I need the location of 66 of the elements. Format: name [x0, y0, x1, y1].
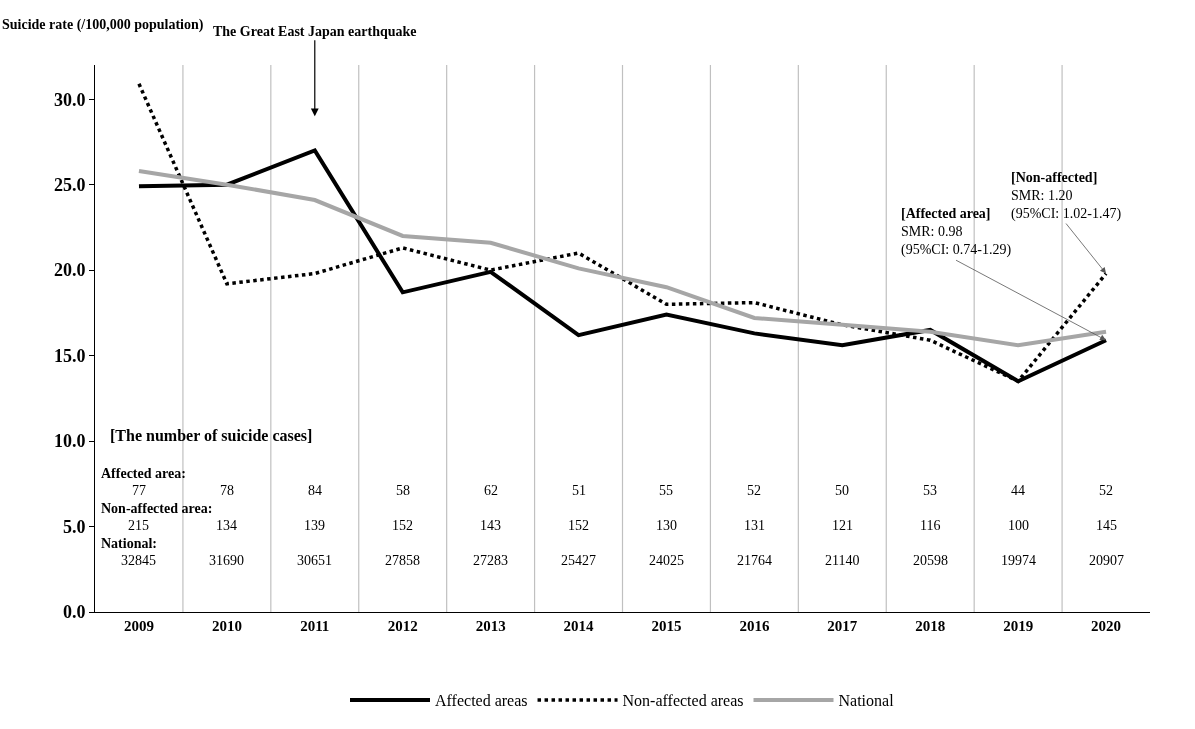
annotation: 31690: [209, 553, 244, 568]
annotation: 116: [920, 518, 941, 533]
y-tick-label: 15.0: [53, 345, 86, 366]
annotation: 30651: [297, 553, 332, 568]
annotation: 131: [744, 518, 765, 533]
x-tick-label: 2020: [1091, 618, 1122, 634]
x-tick-label: 2012: [387, 618, 418, 634]
annotation: 130: [656, 518, 677, 533]
annotation: 50: [835, 483, 849, 498]
legend-label: National: [838, 692, 895, 710]
annotation: 20907: [1089, 553, 1124, 568]
annotation: 84: [308, 483, 322, 498]
text: The Great East Japan earthquake: [213, 24, 417, 39]
legend-label: Non-affected areas: [622, 692, 744, 710]
x-tick-label: 2013: [475, 618, 506, 634]
x-tick-label: 2017: [827, 618, 858, 634]
annotation: National:: [101, 536, 157, 551]
annotation: 152: [392, 518, 413, 533]
annotation: 25427: [561, 553, 596, 568]
x-tick-label: 2016: [739, 618, 770, 634]
annotation: 27283: [473, 553, 508, 568]
y-tick-label: 30.0: [53, 89, 86, 110]
x-tick-label: 2018: [915, 618, 946, 634]
x-tick-label: 2014: [563, 618, 595, 634]
annotation: 143: [480, 518, 501, 533]
annotation: 24025: [649, 553, 684, 568]
annotation: 134: [216, 518, 237, 533]
annotation: 32845: [121, 553, 156, 568]
annotation: [Non-affected] SMR: 1.20 (95%CI: 1.02-1.47): [1011, 170, 1122, 223]
y-axis-title: Suicide rate (/100,000 population): [2, 17, 204, 33]
annotation: 44: [1011, 483, 1025, 498]
y-tick-label: 10.0: [53, 431, 86, 452]
legend-label: Affected areas: [435, 692, 528, 710]
annotation: 78: [220, 483, 234, 498]
annotation: 62: [484, 483, 498, 498]
annotation: 77: [132, 483, 146, 498]
annotation: 21764: [737, 553, 772, 568]
annotation: 19974: [1001, 553, 1036, 568]
y-tick-label: 5.0: [62, 516, 86, 537]
annotation: Non-affected area:: [101, 501, 213, 516]
annotation: 58: [396, 483, 410, 498]
annotation: [The number of suicide cases]: [110, 427, 313, 444]
annotation: 152: [568, 518, 589, 533]
annotation: 52: [747, 483, 761, 498]
x-tick-label: 2011: [300, 618, 330, 634]
annotation: 139: [304, 518, 325, 533]
annotation: 215: [128, 518, 149, 533]
y-tick-label: 20.0: [53, 260, 86, 281]
annotation: 100: [1008, 518, 1029, 533]
y-tick-label: 25.0: [53, 174, 86, 195]
x-tick-label: 2009: [123, 618, 154, 634]
y-tick-label: 0.0: [62, 602, 86, 623]
annotation: 55: [659, 483, 673, 498]
annotation: 52: [1099, 483, 1113, 498]
annotation: [Affected area] SMR: 0.98 (95%CI: 0.74-1.29): [901, 206, 1012, 259]
annotation: 121: [832, 518, 853, 533]
annotation: 51: [572, 483, 586, 498]
annotation: 145: [1096, 518, 1117, 533]
annotation: 21140: [825, 553, 860, 568]
annotation: Affected area:: [101, 466, 186, 481]
annotation: 27858: [385, 553, 420, 568]
x-tick-label: 2015: [651, 618, 682, 634]
annotation: 53: [923, 483, 937, 498]
x-tick-label: 2019: [1003, 618, 1034, 634]
x-tick-label: 2010: [211, 618, 242, 634]
annotation: 20598: [913, 553, 948, 568]
